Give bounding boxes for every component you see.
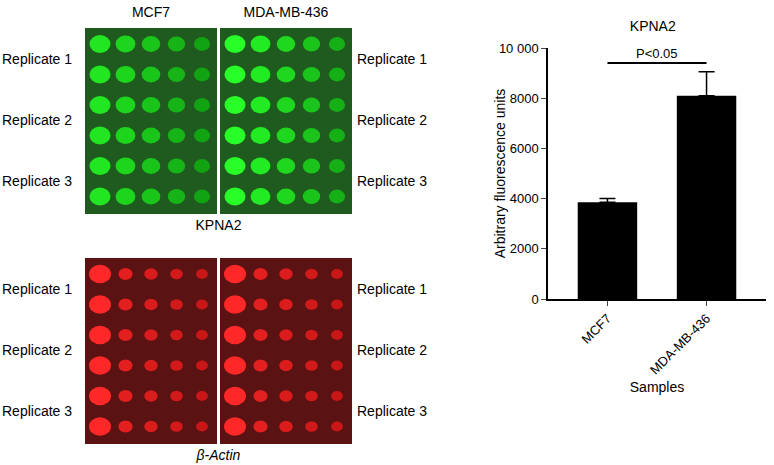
svg-text:MCF7: MCF7 [579,311,615,347]
svg-text:KPNA2: KPNA2 [630,18,676,34]
svg-text:MDA-MB-436: MDA-MB-436 [244,4,329,20]
svg-text:2000: 2000 [510,241,539,256]
svg-text:Replicate 2: Replicate 2 [357,112,427,128]
svg-text:Replicate 2: Replicate 2 [2,112,72,128]
svg-text:Replicate 2: Replicate 2 [2,342,72,358]
svg-text:Replicate 1: Replicate 1 [2,51,72,67]
svg-text:β-Actin: β-Actin [196,447,241,463]
svg-text:MDA-MB-436: MDA-MB-436 [647,311,713,377]
svg-text:MCF7: MCF7 [132,4,170,20]
svg-text:6000: 6000 [510,141,539,156]
svg-text:KPNA2: KPNA2 [196,217,242,233]
svg-text:Replicate 2: Replicate 2 [357,342,427,358]
svg-text:0: 0 [531,292,538,307]
svg-text:Arbitrary fluorescence units: Arbitrary fluorescence units [492,89,508,259]
svg-text:Replicate 3: Replicate 3 [2,173,72,189]
svg-text:Replicate 1: Replicate 1 [357,281,427,297]
svg-text:10 000: 10 000 [499,41,539,56]
svg-text:Replicate 3: Replicate 3 [357,403,427,419]
svg-text:Replicate 1: Replicate 1 [2,281,72,297]
svg-text:8000: 8000 [510,91,539,106]
svg-text:Replicate 1: Replicate 1 [357,51,427,67]
svg-text:Samples: Samples [630,379,684,395]
svg-text:Replicate 3: Replicate 3 [2,403,72,419]
svg-text:Replicate 3: Replicate 3 [357,173,427,189]
svg-text:P<0.05: P<0.05 [636,46,678,61]
svg-text:4000: 4000 [510,191,539,206]
